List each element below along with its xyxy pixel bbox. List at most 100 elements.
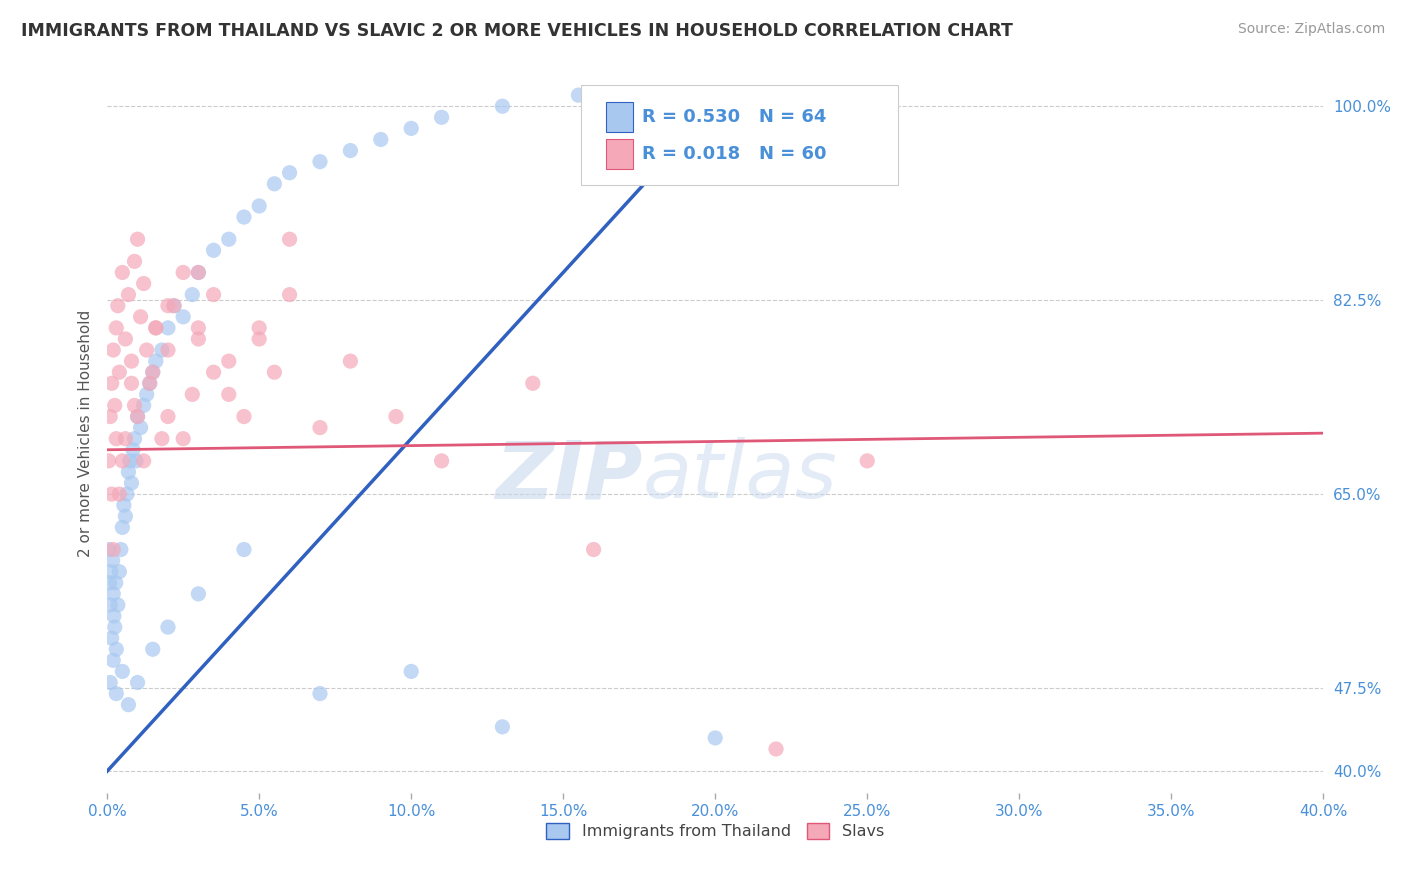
Point [132,399,155,413]
Text: R = 0.018   N = 60: R = 0.018 N = 60 [643,145,827,162]
Point [181,387,204,401]
Point [124,399,146,413]
Point [218,354,240,368]
Point [115,487,138,501]
Point [278,166,301,180]
Point [103,542,125,557]
Point [121,376,143,391]
Point [97,542,120,557]
Point [233,542,256,557]
Point [522,376,544,391]
Point [127,675,149,690]
Y-axis label: 2 or more Vehicles in Household: 2 or more Vehicles in Household [79,310,93,557]
Point [132,454,155,468]
Point [156,299,179,313]
Point [263,177,285,191]
Point [150,343,173,357]
Point [150,432,173,446]
Text: R = 0.530   N = 64: R = 0.530 N = 64 [643,108,827,126]
Point [98,675,121,690]
Point [247,332,270,346]
Bar [606,102,633,132]
Point [124,254,146,268]
Point [105,687,128,701]
FancyBboxPatch shape [582,86,897,185]
Point [125,454,148,468]
Point [111,665,134,679]
Point [263,365,285,379]
Text: Source: ZipAtlas.com: Source: ZipAtlas.com [1237,22,1385,37]
Point [108,565,131,579]
Point [163,299,186,313]
Point [138,376,160,391]
Bar [606,138,633,169]
Point [121,476,143,491]
Point [105,642,128,657]
Point [163,299,186,313]
Point [181,287,204,301]
Point [129,310,152,324]
Point [187,321,209,335]
Point [278,232,301,246]
Point [187,587,209,601]
Point [129,420,152,434]
Point [218,387,240,401]
Point [117,287,139,301]
Point [104,575,127,590]
Point [233,409,256,424]
Point [103,587,125,601]
Point [111,454,134,468]
Point [101,553,124,567]
Point [704,731,727,745]
Point [135,387,157,401]
Point [114,509,136,524]
Point [142,642,165,657]
Point [103,609,125,624]
Point [309,687,332,701]
Point [108,487,131,501]
Point [567,88,589,103]
Point [110,542,132,557]
Legend: Immigrants from Thailand, Slavs: Immigrants from Thailand, Slavs [547,823,884,839]
Point [582,542,605,557]
Point [309,420,332,434]
Point [339,144,361,158]
Point [105,321,128,335]
Point [122,442,145,457]
Point [202,244,225,258]
Point [247,321,270,335]
Point [114,432,136,446]
Point [104,620,127,634]
Point [187,265,209,279]
Point [156,409,179,424]
Point [117,465,139,479]
Point [127,409,149,424]
Text: atlas: atlas [643,437,837,516]
Text: ZIP: ZIP [495,437,643,516]
Point [430,454,453,468]
Point [132,277,155,291]
Point [112,498,135,512]
Point [172,310,194,324]
Point [233,210,256,224]
Point [385,409,408,424]
Point [100,631,122,645]
Point [765,742,787,756]
Point [111,520,134,534]
Point [98,598,121,612]
Point [142,365,165,379]
Point [399,121,422,136]
Point [218,232,240,246]
Point [145,321,167,335]
Point [107,598,129,612]
Point [856,454,879,468]
Point [309,154,332,169]
Point [135,343,157,357]
Point [202,365,225,379]
Point [100,487,122,501]
Point [156,620,179,634]
Point [111,265,134,279]
Point [107,299,129,313]
Point [187,265,209,279]
Point [172,432,194,446]
